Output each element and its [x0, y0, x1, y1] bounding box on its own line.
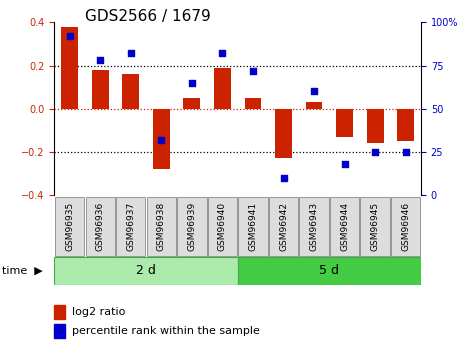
Text: GSM96936: GSM96936: [96, 202, 105, 252]
Point: [158, 137, 165, 142]
Point: [371, 149, 379, 155]
Point: [188, 80, 196, 86]
FancyBboxPatch shape: [208, 197, 237, 256]
Text: GSM96935: GSM96935: [65, 202, 74, 252]
Bar: [336, 109, 353, 137]
Text: log2 ratio: log2 ratio: [72, 307, 125, 317]
FancyBboxPatch shape: [330, 197, 359, 256]
Text: percentile rank within the sample: percentile rank within the sample: [72, 326, 260, 336]
Point: [66, 33, 73, 39]
Point: [96, 58, 104, 63]
Text: GDS2566 / 1679: GDS2566 / 1679: [85, 9, 211, 23]
Text: 2 d: 2 d: [136, 264, 156, 277]
Point: [249, 68, 257, 73]
Bar: [367, 109, 384, 143]
FancyBboxPatch shape: [391, 197, 420, 256]
Bar: [184, 98, 200, 109]
FancyBboxPatch shape: [269, 197, 298, 256]
FancyBboxPatch shape: [54, 257, 237, 285]
FancyBboxPatch shape: [299, 197, 329, 256]
Text: GSM96943: GSM96943: [309, 202, 318, 252]
Point: [341, 161, 349, 167]
Text: GSM96937: GSM96937: [126, 202, 135, 252]
Bar: [92, 70, 109, 109]
Text: GSM96938: GSM96938: [157, 202, 166, 252]
Point: [127, 51, 134, 56]
Bar: [214, 68, 231, 109]
Point: [402, 149, 410, 155]
Bar: [306, 102, 323, 109]
Bar: [153, 109, 170, 169]
Text: 5 d: 5 d: [319, 264, 339, 277]
Point: [280, 175, 287, 180]
FancyBboxPatch shape: [237, 257, 421, 285]
FancyBboxPatch shape: [55, 197, 84, 256]
FancyBboxPatch shape: [86, 197, 115, 256]
Bar: [275, 109, 292, 158]
Text: GSM96946: GSM96946: [401, 202, 410, 252]
FancyBboxPatch shape: [360, 197, 390, 256]
Point: [310, 89, 318, 94]
Text: GSM96942: GSM96942: [279, 202, 288, 252]
Text: GSM96941: GSM96941: [248, 202, 257, 252]
Text: GSM96939: GSM96939: [187, 202, 196, 252]
Bar: [61, 27, 78, 109]
Bar: [123, 74, 139, 109]
Bar: [245, 98, 262, 109]
FancyBboxPatch shape: [238, 197, 268, 256]
Text: GSM96940: GSM96940: [218, 202, 227, 252]
Text: GSM96944: GSM96944: [340, 202, 349, 252]
Text: GSM96945: GSM96945: [371, 202, 380, 252]
Point: [219, 51, 226, 56]
FancyBboxPatch shape: [177, 197, 207, 256]
FancyBboxPatch shape: [147, 197, 176, 256]
FancyBboxPatch shape: [116, 197, 145, 256]
Text: time  ▶: time ▶: [2, 266, 43, 276]
Bar: [397, 109, 414, 141]
